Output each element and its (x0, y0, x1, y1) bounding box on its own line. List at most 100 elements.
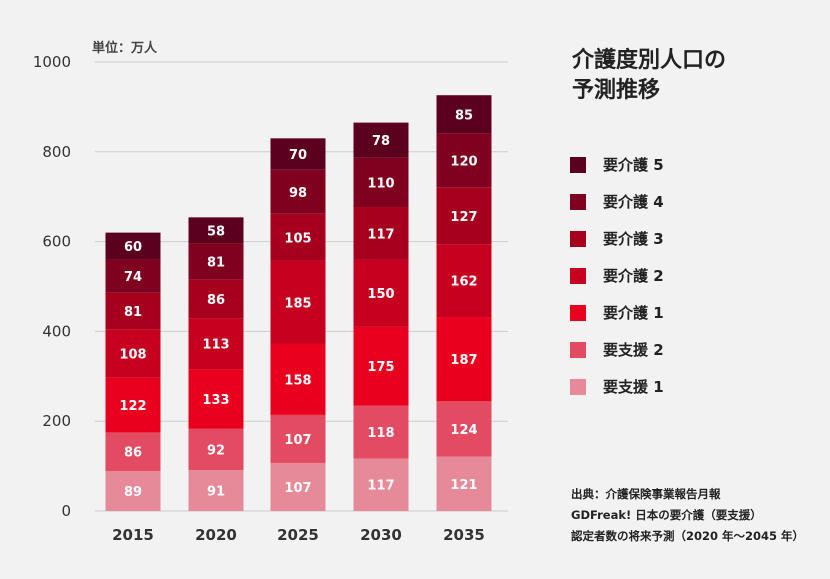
bar-value-label: 185 (284, 296, 311, 311)
bar-value-label: 70 (289, 148, 307, 163)
bar-value-label: 118 (367, 426, 394, 441)
bar-value-label: 85 (455, 108, 473, 123)
bar-segment (105, 292, 161, 330)
bar-value-label: 117 (367, 227, 394, 242)
bar-value-label: 89 (124, 485, 142, 500)
bar-segment (270, 343, 326, 415)
bar-segment (188, 318, 244, 370)
bar-segment (436, 456, 492, 511)
legend-item: 要介護 3 (570, 220, 664, 257)
x-tick-label: 2035 (443, 526, 485, 544)
y-tick-label: 1000 (33, 53, 71, 71)
bar-value-label: 121 (450, 478, 477, 493)
source-line: 認定者数の将来予測（2020 年〜2045 年） (571, 529, 805, 543)
bar-segment (105, 329, 161, 378)
legend-swatch (570, 341, 586, 358)
bar-value-label: 78 (372, 134, 390, 149)
y-tick-label: 600 (42, 233, 71, 251)
legend-label: 要介護 1 (603, 304, 664, 322)
bar-value-label: 86 (207, 293, 225, 308)
bar-segment (105, 432, 161, 472)
x-tick-label: 2015 (112, 526, 154, 544)
data-labels: 89 86 122 108 81 74 60 91 92 133 113 86 81 58 107 107 15… (119, 108, 477, 500)
bar-value-label: 107 (284, 481, 311, 496)
bar-segment (436, 95, 492, 134)
bar-value-label: 122 (119, 399, 146, 414)
bar-value-label: 107 (284, 433, 311, 448)
bar-value-label: 58 (207, 224, 225, 239)
source-line: GDFreak! 日本の要介護（要支援） (571, 508, 762, 522)
legend-item: 要介護 2 (570, 257, 664, 294)
bar-segment (436, 187, 492, 245)
bar-value-label: 117 (367, 479, 394, 494)
legend-label: 要支援 1 (603, 378, 664, 396)
bar-segment (105, 232, 161, 260)
bar-segment (353, 157, 409, 208)
bar-value-label: 91 (207, 485, 225, 500)
bar-segment (353, 405, 409, 459)
bar-value-label: 120 (450, 154, 477, 169)
bar-value-label: 74 (124, 270, 142, 285)
bar-segment (188, 217, 244, 244)
bar-value-label: 98 (289, 186, 307, 201)
bar-segment (188, 470, 244, 511)
bar-segment (353, 259, 409, 327)
bar-segment (436, 317, 492, 401)
bar-segment (270, 213, 326, 261)
bar-segment (436, 400, 492, 457)
bar-value-label: 113 (202, 338, 229, 353)
bar-segment (188, 243, 244, 280)
bar-segment (270, 169, 326, 214)
legend: 要介護 5 要介護 4 要介護 3 要介護 2 要介護 1 要支援 2 要支援 1 (570, 146, 664, 405)
bar-segment (353, 458, 409, 511)
legend-swatch (570, 156, 586, 173)
bar-segment (436, 244, 492, 318)
bar-segment (105, 377, 161, 433)
bar-value-label: 105 (284, 231, 311, 246)
bar-segment (270, 260, 326, 344)
bar-segment (270, 414, 326, 463)
bar-segment (353, 326, 409, 406)
bar-value-label: 127 (450, 210, 477, 225)
y-tick-label: 800 (42, 143, 71, 161)
legend-swatch (570, 230, 586, 247)
bar-value-label: 86 (124, 446, 142, 461)
bar-value-label: 133 (202, 393, 229, 408)
source-line: 出典：介護保険事業報告月報 (571, 487, 721, 501)
y-tick-label: 200 (42, 412, 71, 430)
bar-value-label: 150 (367, 287, 394, 302)
legend-item: 要支援 1 (570, 368, 664, 405)
bar-value-label: 110 (367, 176, 394, 191)
bar-value-label: 158 (284, 373, 311, 388)
bar-segment (105, 471, 161, 511)
bar-segment (188, 369, 244, 429)
bar-value-label: 81 (207, 256, 225, 271)
bar-value-label: 175 (367, 360, 394, 375)
bar-segment (105, 259, 161, 293)
legend-label: 要介護 2 (603, 267, 664, 285)
y-tick-label: 0 (61, 502, 71, 520)
legend-item: 要支援 2 (570, 331, 664, 368)
x-tick-label: 2020 (195, 526, 237, 544)
x-axis: 2015 2020 2025 2030 2035 (112, 526, 485, 544)
legend-swatch (570, 304, 586, 321)
bar-segment (353, 122, 409, 158)
chart-title: 介護度別人口の 予測推移 (572, 48, 727, 103)
y-axis: 0 200 400 600 800 1000 (33, 53, 71, 520)
legend-label: 要介護 4 (603, 193, 664, 211)
bar-value-label: 92 (207, 443, 225, 458)
bars (105, 95, 492, 511)
source-note: 出典：介護保険事業報告月報 GDFreak! 日本の要介護（要支援） 認定者数の… (571, 484, 804, 547)
legend-item: 要介護 4 (570, 183, 664, 220)
unit-label: 単位：万人 (92, 40, 158, 56)
bar-value-label: 108 (119, 347, 146, 362)
bar-value-label: 162 (450, 275, 477, 290)
legend-swatch (570, 267, 586, 284)
legend-label: 要介護 3 (603, 230, 664, 248)
bar-segment (353, 207, 409, 260)
legend-swatch (570, 378, 586, 395)
legend-label: 要支援 2 (603, 341, 664, 359)
legend-label: 要介護 5 (603, 156, 664, 174)
bar-segment (436, 133, 492, 188)
